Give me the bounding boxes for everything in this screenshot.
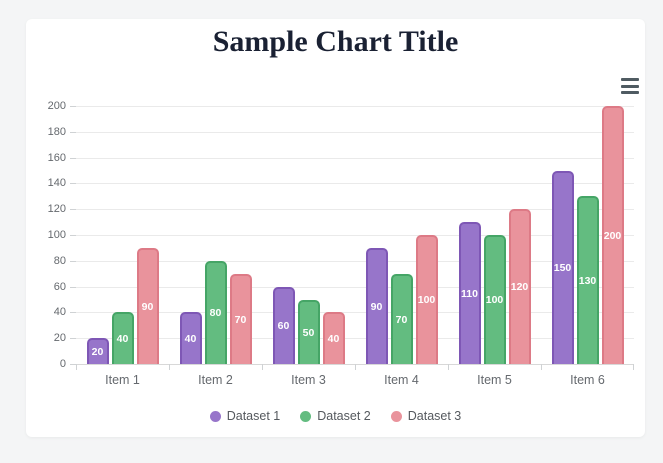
bar-value-label: 100 (485, 294, 504, 307)
gridline (76, 260, 634, 262)
x-axis-tick (633, 364, 634, 370)
y-axis-tick (70, 157, 76, 159)
gridline (76, 157, 634, 159)
y-axis-tick (70, 338, 76, 340)
bar-value-label: 40 (116, 332, 129, 345)
y-axis-label: 0 (59, 358, 66, 370)
x-axis-label: Item 2 (198, 373, 233, 387)
legend-marker-circle (300, 410, 312, 422)
y-axis-label: 120 (47, 203, 66, 216)
bar-dataset3-item6[interactable]: 200 (601, 106, 624, 364)
gridline (76, 312, 634, 314)
bar-value-label: 20 (91, 345, 104, 358)
bar-value-label: 90 (141, 300, 154, 313)
bar-dataset3-item5[interactable]: 120 (508, 209, 531, 364)
gridline (76, 131, 634, 133)
bar-dataset1-item5[interactable]: 110 (458, 222, 481, 364)
bar-value-label: 200 (603, 229, 622, 242)
y-axis-label: 40 (53, 306, 66, 319)
bar-dataset1-item4[interactable]: 90 (365, 247, 388, 364)
y-axis-label: 140 (47, 177, 66, 190)
bar-dataset2-item4[interactable]: 70 (390, 273, 413, 364)
bar-value-label: 110 (461, 287, 478, 300)
y-axis-tick (70, 260, 76, 262)
x-axis-tick (448, 364, 449, 370)
hamburger-bar (621, 84, 639, 88)
x-axis-tick (262, 364, 263, 370)
x-axis-tick (541, 364, 542, 370)
bar-value-label: 40 (327, 332, 340, 345)
y-axis-tick (70, 209, 76, 211)
bar-value-label: 80 (209, 307, 222, 320)
bar-dataset1-item6[interactable]: 150 (551, 170, 574, 364)
gridline (76, 209, 634, 211)
bar-dataset3-item1[interactable]: 90 (136, 247, 159, 364)
bar-dataset1-item2[interactable]: 40 (179, 312, 202, 364)
y-axis-tick (70, 183, 76, 185)
hamburger-menu-icon[interactable] (621, 78, 639, 94)
bar-dataset2-item3[interactable]: 50 (297, 299, 320, 364)
y-axis-label: 200 (47, 100, 66, 112)
bar-value-label: 60 (277, 320, 290, 333)
bar-dataset3-item4[interactable]: 100 (415, 235, 438, 364)
x-axis-tick (169, 364, 170, 370)
y-axis-label: 180 (47, 125, 66, 138)
chart-legend: Dataset 1 Dataset 2 Dataset 3 (26, 409, 645, 423)
y-axis-tick (70, 235, 76, 236)
bar-value-label: 120 (510, 281, 529, 294)
y-axis-tick (70, 286, 76, 288)
y-axis-tick (70, 106, 76, 107)
bar-dataset2-item5[interactable]: 100 (483, 235, 506, 364)
x-axis-tick (76, 364, 77, 370)
legend-marker-circle (390, 410, 402, 422)
legend-marker-circle (209, 410, 221, 422)
y-axis-label: 60 (53, 280, 66, 293)
bar-dataset3-item3[interactable]: 40 (322, 312, 345, 364)
y-axis-label: 160 (47, 151, 66, 164)
y-axis-label: 20 (53, 332, 66, 345)
legend-label: Dataset 3 (407, 409, 462, 423)
x-axis-label: Item 6 (570, 373, 605, 387)
bar-dataset3-item2[interactable]: 70 (229, 273, 252, 364)
x-axis-tick (355, 364, 356, 370)
bar-value-label: 40 (184, 332, 197, 345)
gridline (76, 338, 634, 340)
hamburger-bar (621, 91, 639, 94)
bar-dataset1-item3[interactable]: 60 (272, 286, 295, 364)
bar-value-label: 90 (370, 300, 383, 313)
y-axis-tick (70, 312, 76, 314)
bar-dataset2-item6[interactable]: 130 (576, 196, 599, 364)
y-axis-tick (70, 364, 76, 365)
x-axis-label: Item 5 (477, 373, 512, 387)
legend-item-dataset2[interactable]: Dataset 2 (300, 409, 371, 423)
gridline (76, 235, 634, 236)
bar-value-label: 50 (302, 326, 315, 339)
bar-dataset1-item1[interactable]: 20 (86, 338, 109, 364)
legend-item-dataset1[interactable]: Dataset 1 (209, 409, 281, 423)
bar-dataset2-item1[interactable]: 40 (111, 312, 134, 364)
x-axis-label: Item 3 (291, 373, 326, 387)
x-axis-label: Item 4 (384, 373, 419, 387)
bar-value-label: 130 (578, 274, 597, 287)
x-axis-label: Item 1 (105, 373, 140, 387)
legend-label: Dataset 2 (317, 409, 371, 423)
gridline (76, 286, 634, 288)
bar-value-label: 70 (234, 313, 247, 326)
y-axis-label: 100 (47, 229, 66, 241)
bar-value-label: 70 (395, 313, 408, 326)
legend-label: Dataset 1 (226, 409, 281, 423)
bar-value-label: 100 (417, 294, 436, 307)
bar-value-label: 150 (553, 262, 572, 274)
gridline (76, 183, 634, 185)
legend-item-dataset3[interactable]: Dataset 3 (390, 409, 462, 423)
y-axis-label: 80 (53, 254, 66, 267)
chart-card: Sample Chart Title 200 180 160 140 120 100 80 6… (26, 19, 645, 437)
y-axis-tick (70, 131, 76, 133)
gridline (76, 106, 634, 107)
chart-title: Sample Chart Title (212, 25, 459, 58)
bar-dataset2-item2[interactable]: 80 (204, 260, 227, 364)
hamburger-bar (621, 78, 639, 81)
